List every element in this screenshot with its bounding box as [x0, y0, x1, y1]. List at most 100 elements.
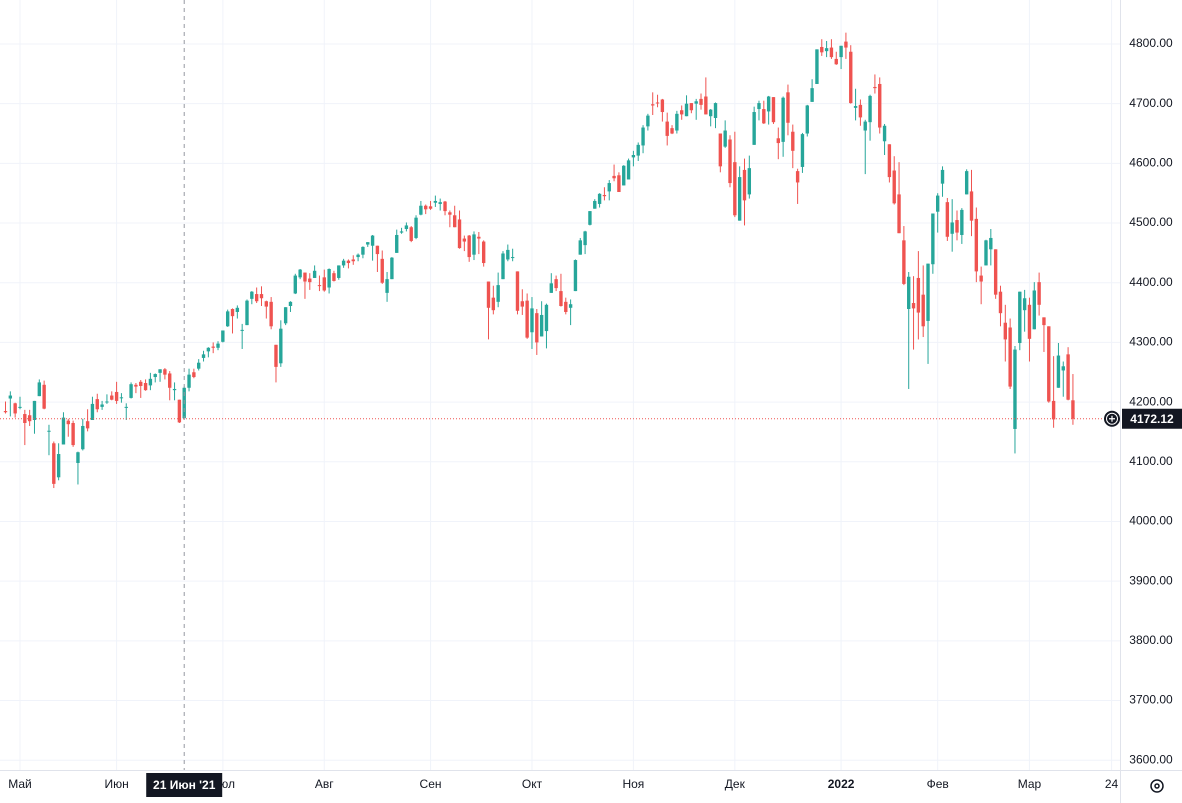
candle-body — [37, 382, 42, 397]
candle-body — [240, 329, 244, 331]
candle-body — [225, 311, 230, 327]
candle-body — [704, 96, 708, 115]
candle-body — [404, 225, 409, 230]
candle-body — [708, 109, 713, 117]
candle-body — [520, 301, 525, 307]
y-tick-label: 4400.00 — [1129, 275, 1173, 289]
candle-body — [448, 212, 452, 215]
candle-body — [211, 346, 215, 348]
candle-body — [496, 285, 500, 302]
last-price-label: 4172.12 — [1130, 412, 1174, 426]
candle-body — [1018, 291, 1022, 344]
candle-body — [766, 96, 771, 112]
candles — [0, 0, 1120, 770]
candle-body — [544, 304, 549, 332]
y-tick-label: 4000.00 — [1129, 514, 1173, 528]
candle-body — [293, 275, 297, 294]
candle-body — [849, 51, 853, 104]
candle-body — [366, 242, 370, 245]
candle-body — [636, 144, 640, 156]
candle-body — [71, 422, 75, 446]
candle-body — [593, 200, 597, 209]
candle-body — [902, 240, 906, 284]
candle-body — [375, 245, 380, 255]
last-price-box — [1122, 408, 1182, 429]
candle-body — [143, 383, 148, 391]
candle-body — [216, 343, 220, 348]
candle-body — [105, 401, 109, 403]
candle-body — [728, 139, 732, 184]
candle-body — [699, 98, 703, 105]
candle-body — [428, 206, 433, 209]
candle-body — [279, 328, 283, 364]
y-tick-label: 3700.00 — [1129, 693, 1173, 707]
candle-body — [950, 222, 954, 234]
candle-body — [771, 97, 776, 123]
candle-body — [525, 300, 529, 338]
candle-body — [844, 41, 848, 48]
candle-body — [588, 211, 592, 225]
candle-body — [911, 303, 916, 309]
candle-body — [940, 169, 945, 184]
candle-body — [549, 283, 553, 293]
candle-body — [264, 301, 269, 307]
candle-body — [1027, 304, 1032, 339]
candle-body — [399, 231, 404, 233]
candle-body — [438, 202, 442, 204]
settings-button[interactable] — [1150, 779, 1164, 793]
candle-body — [568, 304, 573, 308]
candle-body — [419, 205, 423, 215]
candle-body — [390, 257, 394, 280]
candle-body — [56, 454, 61, 478]
x-tick-label: Авг — [315, 777, 334, 791]
y-tick-label: 3900.00 — [1129, 573, 1173, 587]
candle-body — [1056, 355, 1061, 388]
crosshair-label: 21 Июн '21 — [153, 778, 216, 792]
candle-body — [177, 399, 182, 423]
candle-body — [617, 175, 621, 193]
candle-body — [535, 313, 539, 343]
candle-body — [230, 308, 235, 317]
candle-body — [573, 260, 578, 292]
candle-body — [800, 134, 805, 167]
candle-body — [602, 194, 607, 197]
candle-body — [424, 205, 428, 210]
y-tick-label: 4500.00 — [1129, 215, 1173, 229]
candle-body — [221, 330, 225, 342]
candle-body — [791, 131, 795, 151]
candle-body — [1013, 349, 1017, 429]
candle-body — [100, 404, 104, 407]
candle-body — [752, 112, 756, 145]
candle-body — [829, 47, 834, 58]
y-tick-label: 4200.00 — [1129, 394, 1173, 408]
crosshair-box — [146, 773, 223, 797]
candle-body — [1066, 354, 1070, 400]
candle-body — [916, 277, 921, 313]
x-tick-label: Фев — [927, 777, 949, 791]
candle-body — [250, 291, 254, 299]
candle-body — [385, 279, 389, 293]
candle-body — [13, 403, 17, 414]
candle-body — [882, 125, 887, 142]
candle-body — [1037, 282, 1041, 305]
candle-body — [781, 97, 785, 142]
candle-body — [795, 171, 800, 183]
candle-body — [129, 384, 133, 398]
candle-body — [926, 263, 930, 321]
candle-body — [139, 381, 143, 386]
candle-body — [1061, 366, 1065, 371]
candle-body — [61, 417, 66, 445]
settings-icon[interactable] — [1150, 779, 1164, 793]
y-tick-label: 3600.00 — [1129, 752, 1173, 766]
candle-body — [90, 403, 95, 421]
candle-body — [786, 92, 790, 123]
candle-body — [670, 128, 674, 134]
candle-body — [346, 260, 351, 264]
candle-body — [539, 314, 544, 337]
candle-body — [993, 249, 998, 295]
candle-body — [998, 291, 1003, 314]
y-tick-label: 4100.00 — [1129, 454, 1173, 468]
candle-body — [201, 354, 206, 358]
x-tick-label: Ноя — [622, 777, 644, 791]
candle-body — [974, 218, 979, 272]
